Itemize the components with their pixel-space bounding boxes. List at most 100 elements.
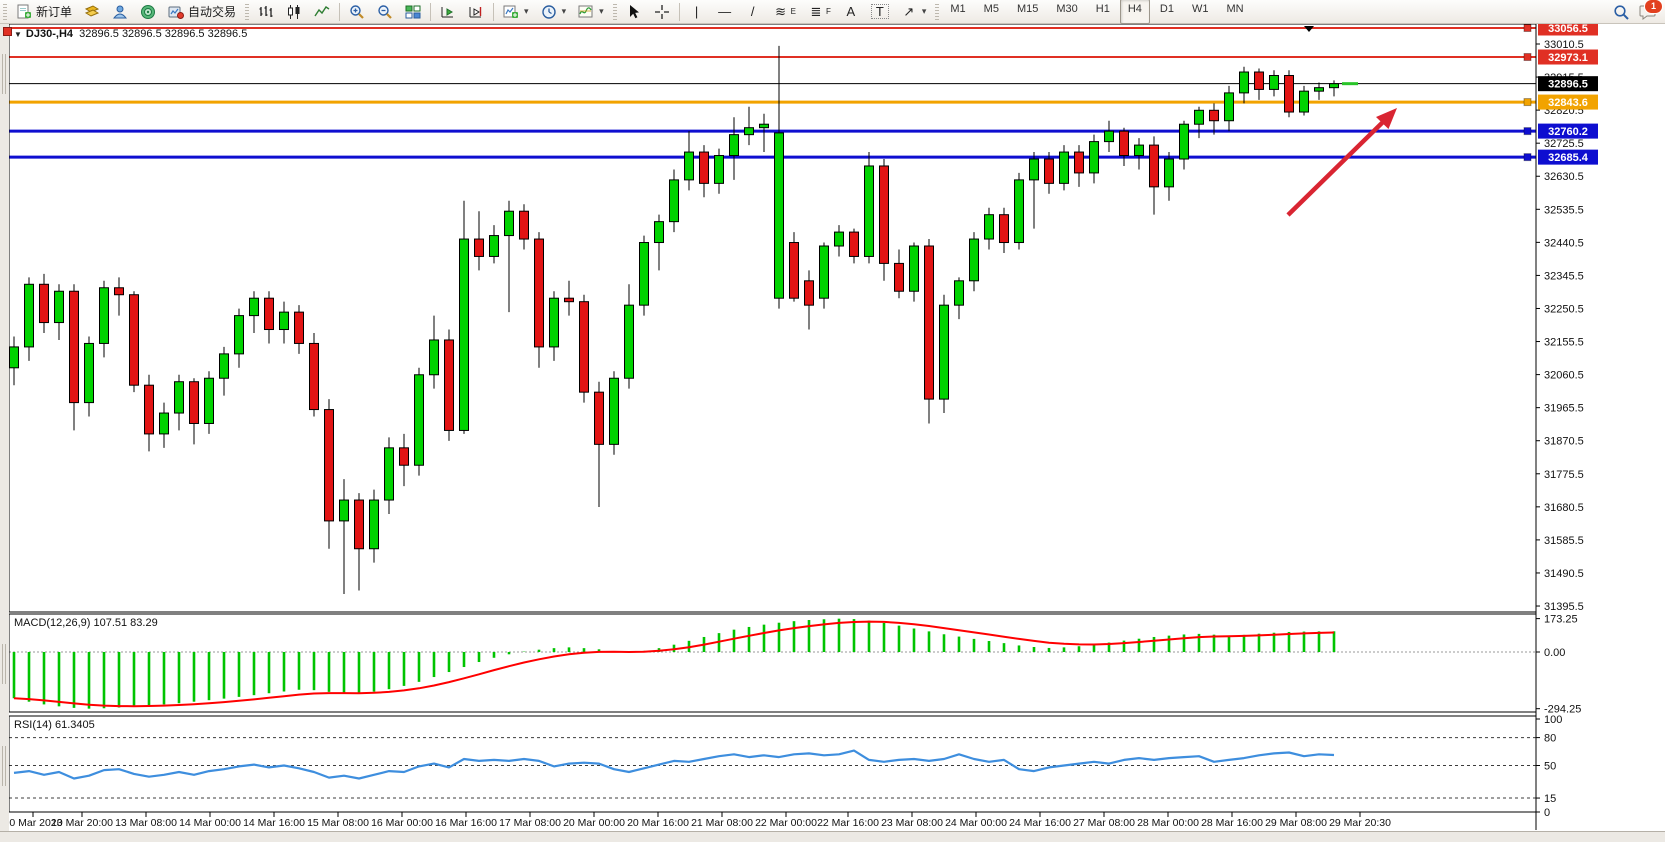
search-icon[interactable] xyxy=(1613,4,1629,20)
equidistant-channel-icon: ≋ xyxy=(775,3,787,19)
fibonacci-tool-button[interactable]: ≣ F xyxy=(802,0,837,24)
macd-tick-label: 0.00 xyxy=(1544,647,1565,659)
autotrading-button[interactable]: 自动交易 xyxy=(162,0,242,24)
candle-body xyxy=(339,499,349,522)
candle-body xyxy=(1329,83,1339,89)
price-tick-label: 32060.5 xyxy=(1544,370,1584,382)
candle-body xyxy=(819,245,829,299)
candle-body xyxy=(1224,92,1234,122)
time-axis-label: 23 Mar 08:00 xyxy=(881,817,943,829)
macd-indicator-label: MACD(12,26,9) 107.51 83.29 xyxy=(14,617,158,629)
candle-body xyxy=(84,342,94,404)
equidistant-channel-tool-button[interactable]: ≋ E xyxy=(767,0,802,24)
time-axis-label: 20 Mar 00:00 xyxy=(563,817,625,829)
scroll-to-end-marker xyxy=(1304,26,1314,32)
chart-title: ▼ DJ30-,H4 32896.5 32896.5 32896.5 32896.… xyxy=(14,28,247,40)
timeframe-w1-button[interactable]: W1 xyxy=(1191,3,1209,15)
timeframe-m5-button[interactable]: M5 xyxy=(983,3,999,15)
candle-body xyxy=(564,297,574,303)
candle-body xyxy=(459,238,469,431)
indicators-button[interactable]: ▾ xyxy=(572,0,610,24)
period-button[interactable]: ▾ xyxy=(535,0,573,24)
candle-body xyxy=(1194,109,1204,125)
auto-scroll-button[interactable] xyxy=(434,0,462,24)
candle-body xyxy=(1029,158,1039,181)
candle-body xyxy=(999,214,1009,244)
toolbar-grip[interactable] xyxy=(245,3,250,20)
notifications-chat-icon[interactable]: 1 xyxy=(1639,0,1663,20)
candle-body xyxy=(324,409,334,522)
text-tool-button[interactable]: A xyxy=(837,0,865,24)
time-axis-label: 21 Mar 08:00 xyxy=(691,817,753,829)
candle-body xyxy=(294,311,304,344)
candle-body xyxy=(1269,74,1279,90)
timeframe-h4-button[interactable]: H4 xyxy=(1119,0,1150,24)
mql5-community-button[interactable] xyxy=(106,0,134,24)
timeframe-m30-button[interactable]: M30 xyxy=(1056,3,1078,15)
text-label-tool-button[interactable]: T xyxy=(865,0,895,24)
hline-drag-marker[interactable] xyxy=(3,27,12,36)
candle-body xyxy=(1209,109,1219,122)
candle-body xyxy=(594,391,604,445)
candle-body xyxy=(744,127,754,136)
zoom-in-button[interactable] xyxy=(343,0,371,24)
price-tick-label: 31965.5 xyxy=(1544,403,1584,415)
signals-button[interactable] xyxy=(134,0,162,24)
timeframe-mn-button[interactable]: MN xyxy=(1226,3,1244,15)
timeframe-d1-button[interactable]: D1 xyxy=(1159,3,1174,15)
timeframe-h1-button[interactable]: H1 xyxy=(1095,3,1110,15)
candle-body xyxy=(1044,158,1054,184)
price-tag-text: 32973.1 xyxy=(1548,52,1588,64)
vertical-line-icon: | xyxy=(694,3,699,19)
timeframe-m15-button[interactable]: M15 xyxy=(1016,3,1039,15)
crosshair-tool-button[interactable] xyxy=(648,0,676,24)
mql5-community-icon xyxy=(112,4,128,20)
candle-body xyxy=(639,242,649,306)
candlestick-mode-button[interactable] xyxy=(280,0,308,24)
trend-arrow-annotation[interactable] xyxy=(1286,108,1397,217)
candle-body xyxy=(804,280,814,306)
cursor-tool-button[interactable] xyxy=(620,0,648,24)
time-axis-label: 17 Mar 08:00 xyxy=(499,817,561,829)
toolbar-grip[interactable] xyxy=(935,3,940,20)
horizontal-line-tool-button[interactable]: — xyxy=(711,0,739,24)
time-axis-label: 29 Mar 20:30 xyxy=(1329,817,1391,829)
macd-tick-label: 173.25 xyxy=(1544,614,1578,626)
arrows-caret-icon: ▾ xyxy=(921,6,927,16)
candle-body xyxy=(249,297,259,317)
candle-body xyxy=(99,287,109,344)
zoom-in-icon xyxy=(349,4,365,20)
market-watch-button[interactable] xyxy=(78,0,106,24)
candle-body xyxy=(984,214,994,240)
autotrading-icon xyxy=(168,4,185,20)
tile-windows-button[interactable] xyxy=(399,0,427,24)
trendline-tool-button[interactable]: / xyxy=(739,0,767,24)
zoom-out-button[interactable] xyxy=(371,0,399,24)
price-tag-32760.2: 32760.2 xyxy=(1538,123,1598,139)
candle-body xyxy=(684,151,694,181)
toolbar-grip[interactable] xyxy=(612,3,617,20)
chart-shift-button[interactable] xyxy=(462,0,490,24)
new-order-button[interactable]: 新订单 xyxy=(10,0,78,24)
candle-body xyxy=(714,155,724,184)
bar-chart-mode-button[interactable] xyxy=(252,0,280,24)
new-chart-button[interactable]: ▾ xyxy=(497,0,535,24)
price-tick-label: 32250.5 xyxy=(1544,303,1584,315)
timeframe-m1-button[interactable]: M1 xyxy=(950,3,966,15)
toolbar-grip[interactable] xyxy=(3,3,7,20)
horizontal-line-icon: — xyxy=(718,3,732,19)
candle-body xyxy=(759,123,769,129)
new-order-label: 新订单 xyxy=(36,5,73,19)
vertical-line-tool-button[interactable]: | xyxy=(683,0,711,24)
time-axis-label: 27 Mar 08:00 xyxy=(1073,817,1135,829)
candle-body xyxy=(399,447,409,466)
line-chart-mode-button[interactable] xyxy=(308,0,336,24)
candle-body xyxy=(489,235,499,257)
arrows-tool-button[interactable]: ↗ ▾ xyxy=(895,0,933,24)
candle-body xyxy=(234,315,244,355)
symbol-dropdown-icon[interactable]: ▼ xyxy=(14,30,22,39)
indicators-caret-icon: ▾ xyxy=(599,6,604,16)
zoom-out-icon xyxy=(377,4,393,20)
